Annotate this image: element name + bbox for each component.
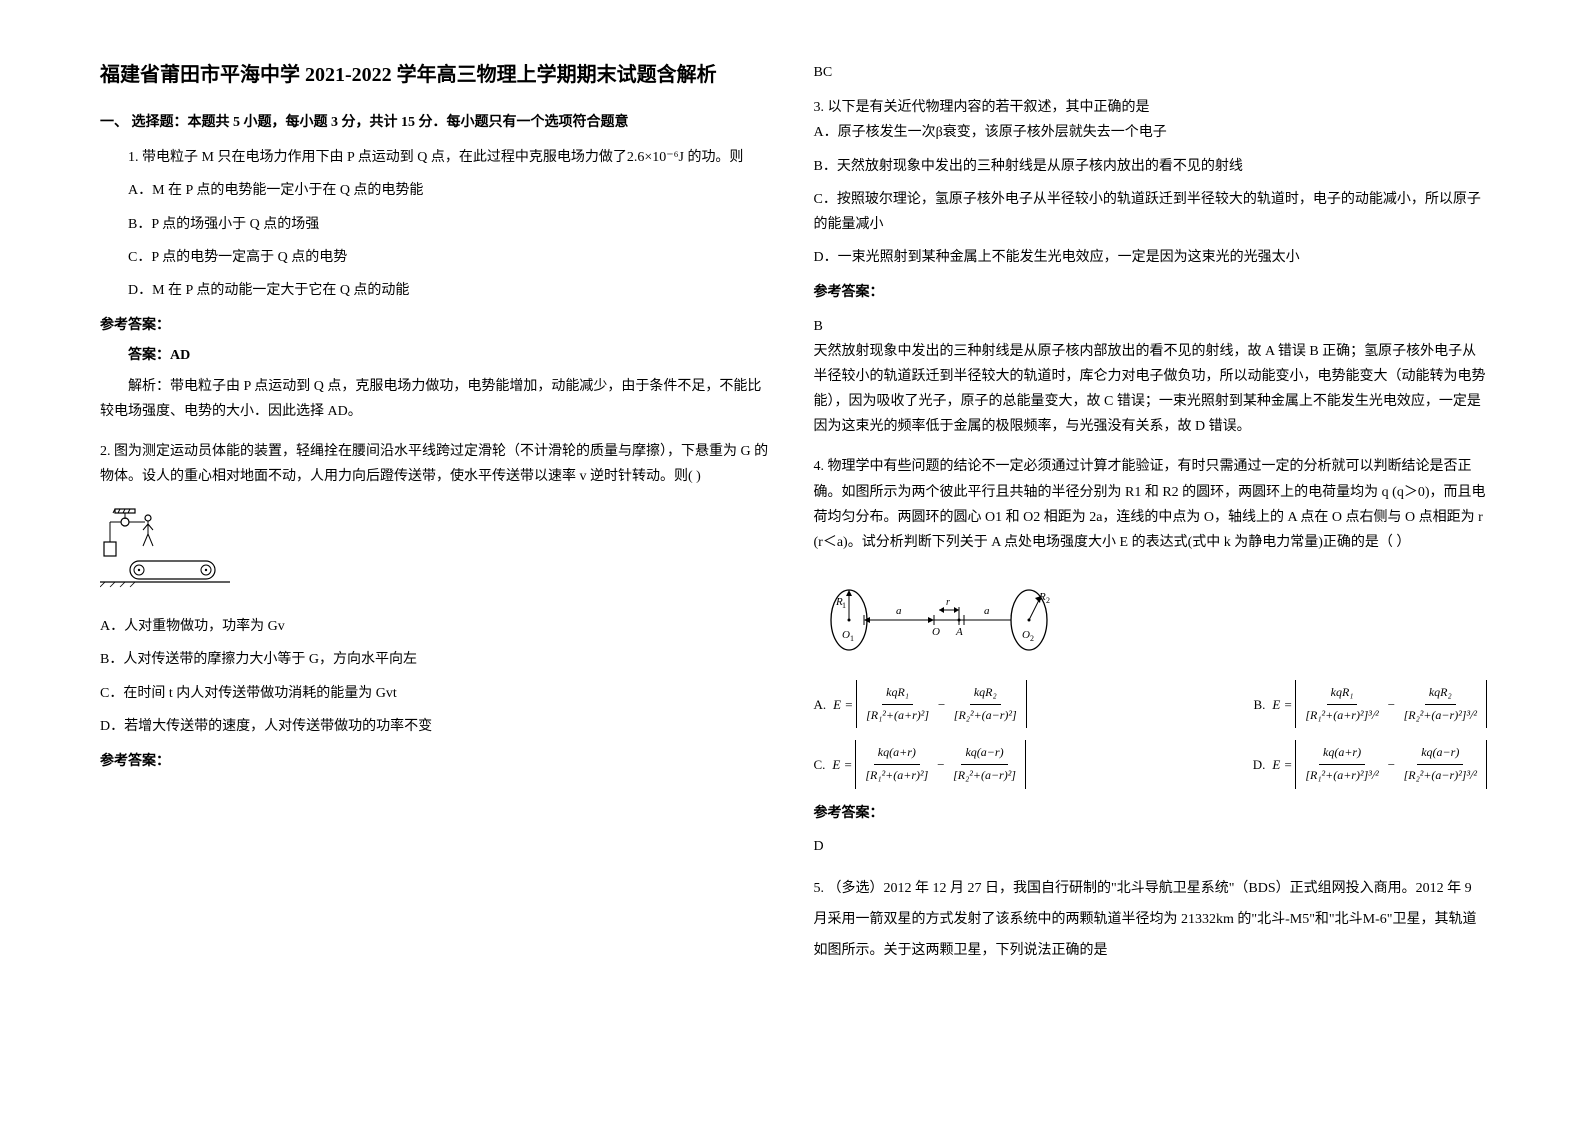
svg-text:R: R	[1038, 591, 1046, 603]
q3-answer-key: B	[814, 314, 1488, 339]
question-4: 4. 物理学中有些问题的结论不一定必须通过计算才能验证，有时只需通过一定的分析就…	[814, 454, 1488, 859]
q1-options: A．M 在 P 点的电势能一定小于在 Q 点的电势能 B．P 点的场强小于 Q …	[128, 178, 774, 303]
q3-opt-c: C．按照玻尔理论，氢原子核外电子从半径较小的轨道跃迁到半径较大的轨道时，电子的动…	[814, 187, 1488, 237]
formula-a: A. E = kqR₁ [R₁²+(a+r)²] − kqR₂ [R₂²+(a−…	[814, 680, 1027, 728]
formula-c: C. E = kq(a+r) [R₁²+(a+r)²] − kq(a−r) [R…	[814, 740, 1026, 788]
q2-answer-key: BC	[814, 60, 1488, 85]
formula-row-ab: A. E = kqR₁ [R₁²+(a+r)²] − kqR₂ [R₂²+(a−…	[814, 680, 1488, 728]
q3-opt-d: D．一束光照射到某种金属上不能发生光电效应，一定是因为这束光的光强太小	[814, 245, 1488, 270]
page-title: 福建省莆田市平海中学 2021-2022 学年高三物理上学期期末试题含解析	[100, 60, 774, 90]
q4-text: 4. 物理学中有些问题的结论不一定必须通过计算才能验证，有时只需通过一定的分析就…	[814, 454, 1488, 555]
q1-analysis: 解析：带电粒子由 P 点运动到 Q 点，克服电场力做功，电势能增加，动能减少，由…	[100, 374, 774, 424]
q5-text: 5. （多选）2012 年 12 月 27 日，我国自行研制的"北斗导航卫星系统…	[814, 874, 1488, 966]
svg-text:2: 2	[1030, 634, 1034, 643]
svg-text:O: O	[1022, 629, 1030, 641]
question-2: 2. 图为测定运动员体能的装置，轻绳拴在腰间沿水平线跨过定滑轮（不计滑轮的质量与…	[100, 439, 774, 774]
section-header: 一、 选择题：本题共 5 小题，每小题 3 分，共计 15 分．每小题只有一个选…	[100, 110, 774, 135]
formula-d: D. E = kq(a+r) [R₁²+(a+r)²]³/² − kq(a−r)…	[1253, 740, 1487, 788]
q4-answer-label: 参考答案：	[814, 801, 1488, 826]
svg-text:A: A	[955, 626, 963, 638]
question-1: 1. 带电粒子 M 只在电场力作用下由 P 点运动到 Q 点，在此过程中克服电场…	[100, 145, 774, 424]
q1-opt-c: C．P 点的电势一定高于 Q 点的电势	[128, 245, 774, 270]
svg-text:1: 1	[842, 601, 846, 610]
svg-text:O: O	[842, 629, 850, 641]
ring-diagram: R 1 O 1 a O A	[814, 570, 1488, 665]
question-5: 5. （多选）2012 年 12 月 27 日，我国自行研制的"北斗导航卫星系统…	[814, 874, 1488, 966]
q3-opt-b: B．天然放射现象中发出的三种射线是从原子核内放出的看不见的射线	[814, 154, 1488, 179]
svg-text:r: r	[946, 597, 950, 608]
q1-answer-label: 参考答案：	[100, 313, 774, 338]
right-column: BC 3. 以下是有关近代物理内容的若干叙述，其中正确的是 A．原子核发生一次β…	[794, 60, 1508, 1062]
q1-answer-key: 答案：AD	[100, 343, 774, 368]
formula-row-cd: C. E = kq(a+r) [R₁²+(a+r)²] − kq(a−r) [R…	[814, 740, 1488, 788]
svg-text:O: O	[932, 626, 940, 638]
q3-opt-a: A．原子核发生一次β衰变，该原子核外层就失去一个电子	[814, 120, 1488, 145]
q2-opt-d: D．若增大传送带的速度，人对传送带做功的功率不变	[100, 714, 774, 739]
question-3: 3. 以下是有关近代物理内容的若干叙述，其中正确的是 A．原子核发生一次β衰变，…	[814, 95, 1488, 439]
q1-opt-b: B．P 点的场强小于 Q 点的场强	[128, 212, 774, 237]
q3-answer-label: 参考答案：	[814, 280, 1488, 305]
q2-answer-label: 参考答案：	[100, 749, 774, 774]
svg-text:1: 1	[850, 634, 854, 643]
formula-b: B. E = kqR₁ [R₁²+(a+r)²]³/² − kqR₂ [R₂²+…	[1253, 680, 1487, 728]
q3-text: 3. 以下是有关近代物理内容的若干叙述，其中正确的是	[814, 95, 1488, 120]
q4-answer-key: D	[814, 834, 1488, 859]
q2-opt-b: B．人对传送带的摩擦力大小等于 G，方向水平向左	[100, 647, 774, 672]
svg-text:2: 2	[1046, 596, 1050, 605]
q1-opt-a: A．M 在 P 点的电势能一定小于在 Q 点的电势能	[128, 178, 774, 203]
q1-opt-d: D．M 在 P 点的动能一定大于它在 Q 点的动能	[128, 278, 774, 303]
svg-text:a: a	[896, 605, 902, 617]
q2-text: 2. 图为测定运动员体能的装置，轻绳拴在腰间沿水平线跨过定滑轮（不计滑轮的质量与…	[100, 439, 774, 489]
left-column: 福建省莆田市平海中学 2021-2022 学年高三物理上学期期末试题含解析 一、…	[80, 60, 794, 1062]
treadmill-diagram	[100, 504, 774, 599]
q2-opt-a: A．人对重物做功，功率为 Gv	[100, 614, 774, 639]
q3-analysis: 天然放射现象中发出的三种射线是从原子核内部放出的看不见的射线，故 A 错误 B …	[814, 339, 1488, 440]
svg-text:a: a	[984, 605, 990, 617]
q2-opt-c: C．在时间 t 内人对传送带做功消耗的能量为 Gvt	[100, 681, 774, 706]
q1-text: 1. 带电粒子 M 只在电场力作用下由 P 点运动到 Q 点，在此过程中克服电场…	[100, 145, 774, 170]
